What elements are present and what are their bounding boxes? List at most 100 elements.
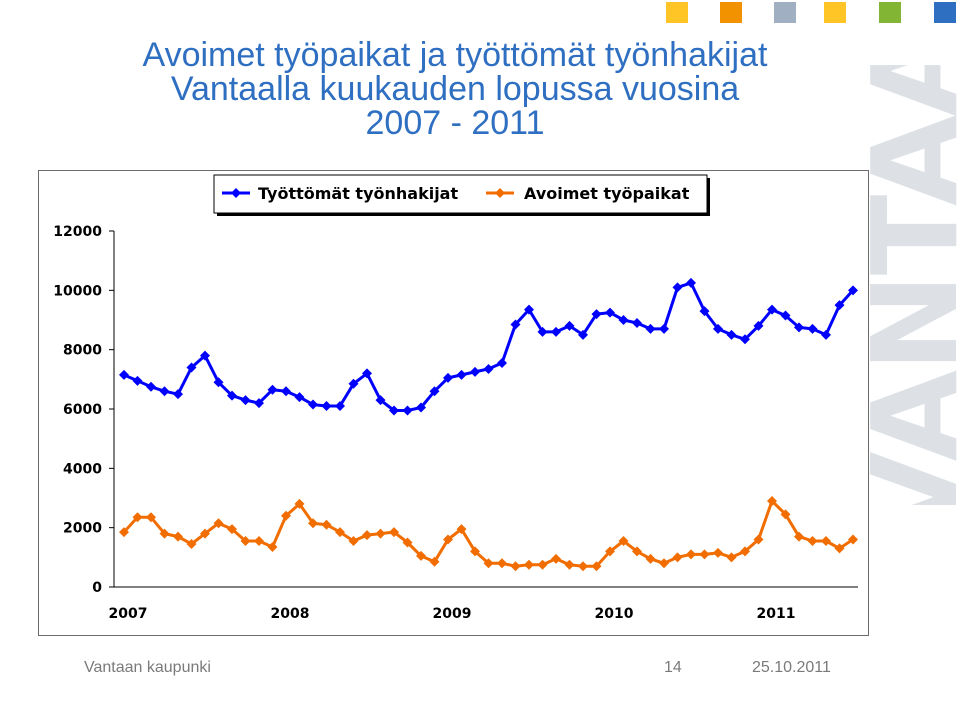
series-line-1	[123, 281, 855, 412]
data-point-series-1	[740, 334, 750, 345]
data-point-series-2	[132, 512, 143, 523]
data-point-series-2	[564, 559, 575, 570]
data-point-series-1	[308, 399, 318, 410]
data-point-series-2	[348, 536, 359, 547]
data-point-series-1	[294, 392, 305, 403]
data-point-series-1	[132, 375, 143, 386]
series-line-2	[122, 499, 854, 568]
data-point-series-1	[213, 377, 224, 388]
y-tick-label: 12000	[53, 224, 102, 240]
data-point-series-2	[119, 527, 129, 538]
legend-swatch-marker	[231, 188, 241, 198]
legend-label: Työttömät työnhakijat	[258, 184, 458, 203]
data-point-series-2	[848, 534, 858, 545]
data-point-series-1	[672, 282, 683, 293]
data-point-series-2	[524, 559, 534, 570]
data-point-series-1	[362, 368, 372, 379]
data-point-series-2	[699, 549, 710, 560]
data-point-series-2	[632, 546, 642, 557]
data-point-series-2	[537, 559, 548, 570]
data-point-series-2	[807, 536, 818, 547]
data-point-series-2	[578, 561, 588, 572]
data-point-series-1	[848, 285, 858, 296]
color-square	[879, 2, 901, 23]
footer-page-number: 14	[664, 659, 682, 676]
data-point-series-1	[821, 329, 831, 340]
color-square	[934, 2, 956, 23]
data-point-series-1	[605, 307, 615, 318]
data-point-series-1	[510, 319, 521, 330]
data-point-series-2	[672, 552, 683, 563]
data-point-series-2	[308, 518, 318, 529]
y-tick-label: 6000	[63, 402, 102, 418]
chart-area	[38, 170, 869, 636]
title-line-3: 2007 - 2011	[365, 104, 545, 142]
data-point-series-1	[186, 362, 197, 373]
data-point-series-1	[254, 398, 264, 409]
data-point-series-1	[807, 323, 818, 334]
data-point-series-1	[699, 306, 710, 317]
data-point-series-1	[267, 384, 278, 395]
x-tick-label: 2008	[271, 606, 310, 622]
data-point-series-1	[429, 386, 440, 397]
data-point-series-1	[483, 363, 494, 374]
data-point-series-1	[564, 320, 575, 331]
data-point-series-2	[213, 518, 224, 529]
data-point-series-2	[591, 561, 602, 572]
data-point-series-2	[456, 524, 467, 535]
color-square	[824, 2, 846, 23]
data-point-series-2	[821, 536, 831, 547]
data-point-series-2	[780, 509, 791, 520]
data-point-series-1	[240, 395, 251, 406]
data-point-series-2	[159, 528, 170, 539]
data-point-series-2	[686, 549, 696, 560]
y-tick-label: 2000	[63, 521, 102, 537]
data-point-series-2	[375, 528, 386, 539]
x-tick-label: 2009	[433, 606, 472, 622]
data-point-series-1	[618, 315, 629, 325]
color-square	[774, 2, 796, 23]
data-point-series-1	[659, 323, 669, 334]
title-line-1: Avoimet työpaikat ja työttömät työnhakij…	[142, 36, 768, 74]
data-point-series-1	[578, 329, 588, 340]
x-tick-label: 2010	[595, 606, 634, 622]
data-point-series-1	[416, 402, 426, 413]
data-point-series-2	[551, 553, 561, 564]
y-tick-label: 4000	[63, 461, 102, 477]
data-point-series-1	[645, 323, 656, 334]
data-point-series-2	[470, 546, 480, 557]
data-point-series-2	[740, 546, 750, 557]
data-point-series-1	[632, 317, 642, 328]
data-point-series-2	[645, 553, 656, 564]
data-point-series-2	[834, 543, 845, 554]
data-point-series-1	[321, 401, 332, 412]
data-point-series-2	[794, 531, 804, 542]
y-tick-label: 0	[92, 580, 102, 596]
data-point-series-2	[294, 498, 305, 509]
data-point-series-2	[618, 536, 629, 547]
data-point-series-1	[726, 329, 737, 340]
data-point-series-2	[416, 550, 426, 561]
data-point-series-2	[483, 558, 494, 569]
title-line-2: Vantaalla kuukauden lopussa vuosina	[170, 70, 740, 108]
data-point-series-2	[146, 512, 156, 523]
data-point-series-2	[321, 519, 332, 530]
data-point-series-1	[335, 401, 345, 412]
data-point-series-1	[686, 277, 696, 288]
data-point-series-1	[173, 389, 183, 400]
data-point-series-1	[389, 405, 399, 416]
data-point-series-1	[497, 358, 507, 369]
data-point-series-1	[537, 326, 548, 337]
y-tick-label: 10000	[53, 283, 102, 299]
data-point-series-2	[186, 538, 197, 549]
data-point-series-1	[146, 381, 156, 392]
data-point-series-1	[834, 300, 845, 311]
data-point-series-1	[456, 369, 467, 380]
data-point-series-1	[767, 304, 777, 315]
legend-label: Avoimet työpaikat	[524, 184, 690, 203]
data-point-series-2	[362, 530, 372, 541]
data-point-series-2	[659, 558, 669, 569]
data-point-series-1	[159, 386, 170, 397]
data-point-series-1	[443, 372, 453, 383]
